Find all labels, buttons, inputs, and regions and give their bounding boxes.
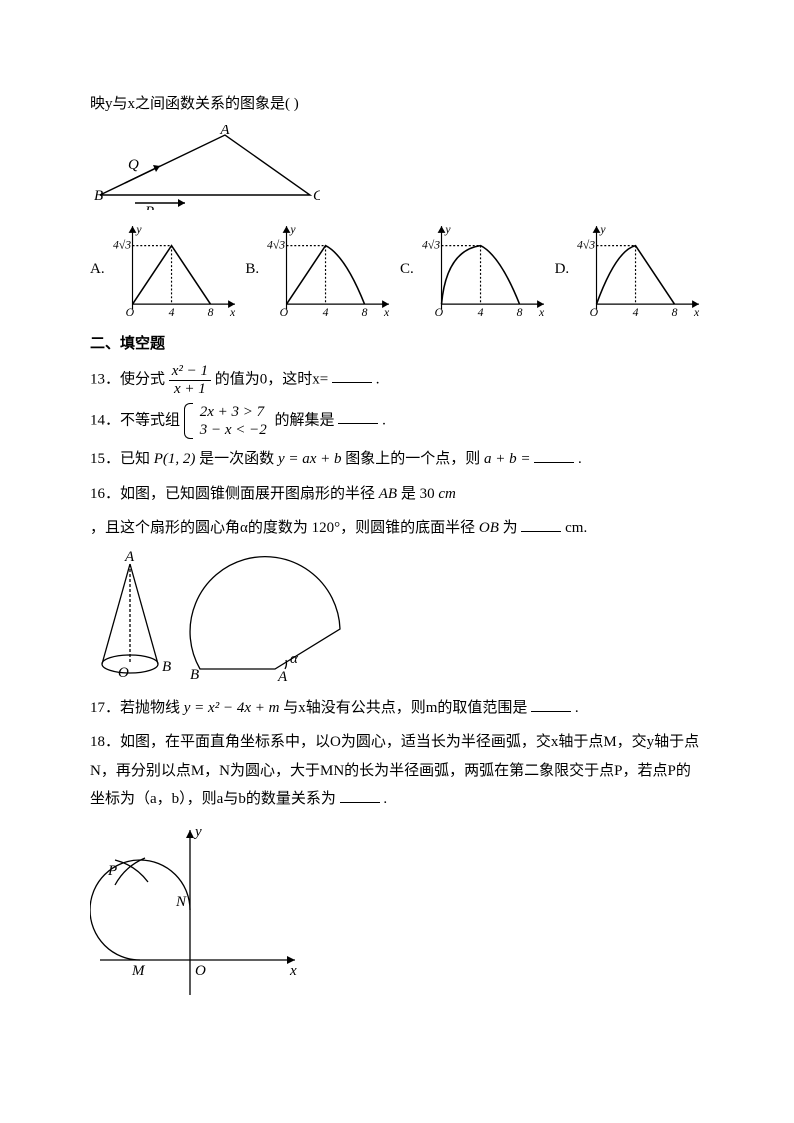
svg-text:4√3: 4√3 xyxy=(267,238,285,251)
tri-A: A xyxy=(219,125,230,138)
svg-text:x: x xyxy=(229,305,236,318)
tri-Q: Q xyxy=(128,157,139,173)
svg-text:y: y xyxy=(193,824,202,840)
q17: 17．若抛物线 y = x² − 4x + m 与x轴没有公共点，则m的取值范围… xyxy=(90,694,704,723)
coord-svg: y x O M N P xyxy=(90,820,310,1005)
q14-blank[interactable] xyxy=(338,408,378,424)
svg-text:O: O xyxy=(434,305,443,318)
svg-text:x: x xyxy=(383,305,390,318)
q14: 14．不等式组 2x + 3 > 7 3 − x < −2 的解集是 . xyxy=(90,403,704,439)
svg-text:x: x xyxy=(289,963,297,979)
graph-D: y x O 4 8 4√3 xyxy=(577,220,704,320)
svg-text:4: 4 xyxy=(633,305,639,318)
svg-text:y: y xyxy=(444,222,451,235)
svg-text:4√3: 4√3 xyxy=(422,238,440,251)
tri-B: B xyxy=(94,188,103,204)
triangle-svg: A B C Q P xyxy=(90,125,320,210)
options-row: A. y x O 4 8 4√3 B. y x O xyxy=(90,220,704,320)
q12-text: 映y与x之间函数关系的图象是( ) xyxy=(90,96,299,112)
svg-text:4√3: 4√3 xyxy=(577,238,595,251)
q13: 13．使分式 x² − 1 x + 1 的值为0，这时x= . xyxy=(90,363,704,397)
svg-text:y: y xyxy=(600,222,607,235)
q16: 16．如图，已知圆锥侧面展开图扇形的半径 AB 是 30 cm xyxy=(90,480,704,509)
triangle-figure: A B C Q P xyxy=(90,125,704,210)
svg-text:y: y xyxy=(135,222,142,235)
q16-blank[interactable] xyxy=(521,516,561,532)
opt-A[interactable]: A. xyxy=(90,255,107,284)
svg-text:O: O xyxy=(195,963,206,979)
svg-text:B: B xyxy=(190,667,199,683)
cone-figure: A O B B A α xyxy=(90,549,704,684)
svg-text:O: O xyxy=(590,305,599,318)
q13-fraction: x² − 1 x + 1 xyxy=(169,363,211,397)
q18: 18．如图，在平面直角坐标系中，以O为圆心，适当长为半径画弧，交x轴于点M，交y… xyxy=(90,728,704,814)
svg-text:y: y xyxy=(290,222,297,235)
cone-svg: A O B B A α xyxy=(90,549,380,684)
svg-text:O: O xyxy=(118,665,129,681)
svg-text:8: 8 xyxy=(672,305,678,318)
svg-text:O: O xyxy=(280,305,289,318)
svg-text:4: 4 xyxy=(168,305,174,318)
svg-text:B: B xyxy=(162,659,171,675)
coord-figure: y x O M N P xyxy=(90,820,704,1005)
q17-blank[interactable] xyxy=(531,696,571,712)
svg-text:x: x xyxy=(538,305,545,318)
q15-blank[interactable] xyxy=(534,447,574,463)
svg-text:x: x xyxy=(693,305,700,318)
svg-text:8: 8 xyxy=(516,305,522,318)
tri-P: P xyxy=(144,204,154,210)
tri-C: C xyxy=(313,188,320,204)
svg-text:A: A xyxy=(124,549,135,565)
svg-text:4√3: 4√3 xyxy=(113,238,131,251)
opt-B[interactable]: B. xyxy=(245,255,261,284)
svg-text:N: N xyxy=(175,894,187,910)
opt-D[interactable]: D. xyxy=(555,255,572,284)
svg-text:4: 4 xyxy=(477,305,483,318)
section-2-title: 二、填空题 xyxy=(90,330,704,359)
q16b: ，且这个扇形的圆心角α的度数为 120°，则圆锥的底面半径 OB 为 cm. xyxy=(90,514,704,543)
svg-text:A: A xyxy=(277,669,288,684)
graph-A: y x O 4 8 4√3 xyxy=(113,220,240,320)
q13-blank[interactable] xyxy=(332,367,372,383)
q12-tail: 映y与x之间函数关系的图象是( ) xyxy=(90,90,704,119)
graph-C: y x O 4 8 4√3 xyxy=(422,220,549,320)
svg-text:P: P xyxy=(107,863,117,879)
svg-text:O: O xyxy=(125,305,134,318)
svg-text:4: 4 xyxy=(323,305,329,318)
svg-text:α: α xyxy=(290,651,299,667)
svg-text:M: M xyxy=(131,963,146,979)
opt-C[interactable]: C. xyxy=(400,255,416,284)
q15: 15．已知 P(1, 2) 是一次函数 y = ax + b 图象上的一个点，则… xyxy=(90,445,704,474)
svg-text:8: 8 xyxy=(207,305,213,318)
q14-system: 2x + 3 > 7 3 − x < −2 xyxy=(184,403,271,439)
svg-text:8: 8 xyxy=(362,305,368,318)
graph-B: y x O 4 8 4√3 xyxy=(267,220,394,320)
q18-blank[interactable] xyxy=(340,787,380,803)
